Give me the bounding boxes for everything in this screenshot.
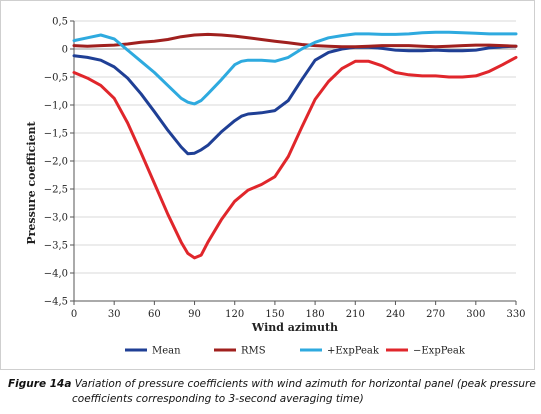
series-line-1: [72, 32, 518, 49]
caption-text-line1: Variation of pressure coefficients with …: [74, 378, 536, 390]
y-tick-label: 0: [62, 45, 68, 56]
x-tick-label: 180: [306, 309, 325, 320]
legend-label: RMS: [241, 346, 266, 357]
y-axis-title: Pressure coefficient: [25, 120, 38, 244]
figure-frame: [0, 0, 535, 370]
x-tick-label: 90: [188, 309, 201, 320]
legend-label: +ExpPeak: [327, 346, 380, 357]
legend-label: Mean: [152, 346, 181, 357]
x-axis-title: Wind azimuth: [251, 321, 338, 334]
y-tick-label: −2,0: [44, 157, 68, 168]
y-tick-label: 0,5: [52, 17, 68, 28]
x-tick-label: 210: [346, 309, 365, 320]
series-line-2: [72, 30, 518, 106]
series-lines: [72, 30, 518, 260]
y-tick-label: −3,5: [44, 241, 68, 252]
caption-text-line2: coefficients corresponding to 3-second a…: [72, 393, 364, 405]
y-tick-label: −4,5: [44, 297, 68, 308]
legend-label: −ExpPeak: [413, 346, 466, 357]
y-tick-label: −2,5: [44, 185, 68, 196]
caption-label: Figure 14a: [8, 378, 72, 390]
y-tick-label: −4,0: [44, 269, 68, 280]
y-tick-label: −0,5: [44, 73, 68, 84]
y-tick-label: −1,0: [44, 101, 68, 112]
pressure-coefficient-chart: 0,5 0 −0,5 −1,0 −1,5 −2,0 −2,5 −3,0 −3,5 −4,0 −4,5…: [25, 17, 526, 357]
x-tick-label: 270: [426, 309, 445, 320]
x-tick-label: 300: [466, 309, 485, 320]
x-tick-label: 330: [506, 309, 525, 320]
legend: Mean RMS +ExpPeak −ExpPeak: [125, 346, 466, 357]
x-tick-label: 60: [148, 309, 161, 320]
x-tick-label: 120: [225, 309, 244, 320]
x-tick-label: 150: [265, 309, 284, 320]
figure-caption: Figure 14a Variation of pressure coeffic…: [8, 377, 538, 407]
x-tick-label: 240: [386, 309, 405, 320]
y-tick-label: −1,5: [44, 129, 68, 140]
x-tick-label: 0: [71, 309, 77, 320]
x-tick-label: 30: [108, 309, 121, 320]
axes: 0,5 0 −0,5 −1,0 −1,5 −2,0 −2,5 −3,0 −3,5 −4,0 −4,5…: [44, 17, 526, 321]
series-line-0: [72, 44, 518, 156]
y-tick-label: −3,0: [44, 213, 68, 224]
grid-lines: [74, 20, 516, 302]
series-line-3: [72, 55, 518, 260]
